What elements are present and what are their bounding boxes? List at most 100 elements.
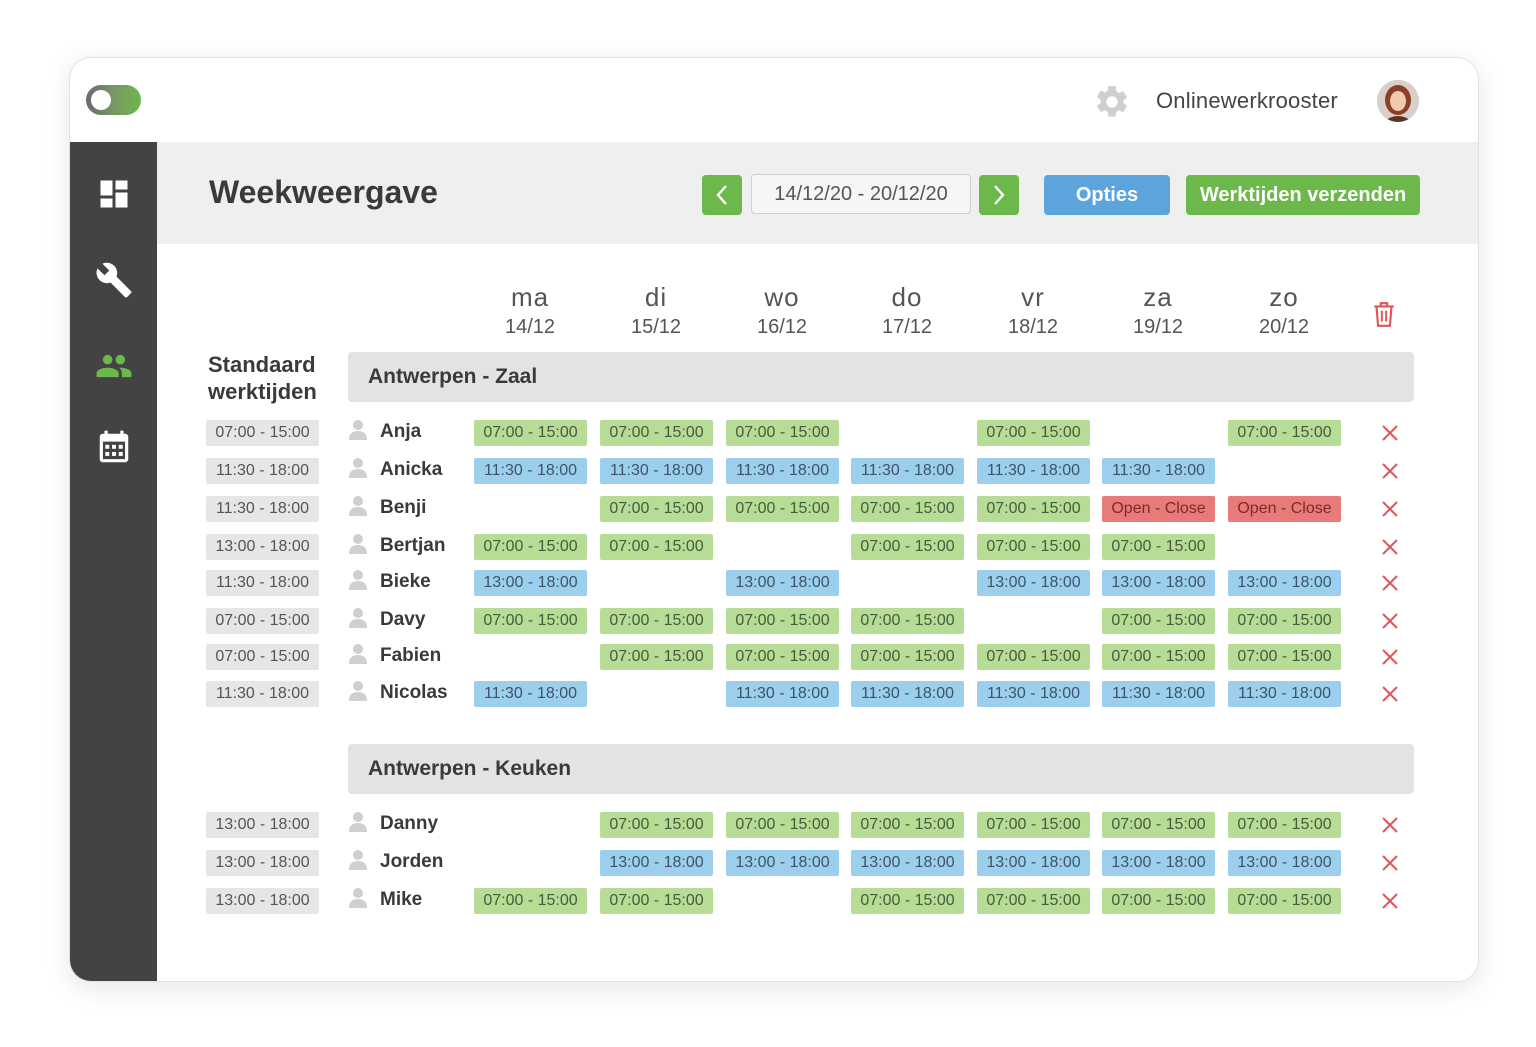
shift-cell-do[interactable]: 07:00 - 15:00	[851, 812, 964, 838]
shift-cell-wo[interactable]: 07:00 - 15:00	[726, 420, 839, 446]
sidebar-toggle[interactable]	[86, 85, 141, 115]
dashboard-nav-item[interactable]	[94, 174, 134, 214]
standard-hours-badge[interactable]: 07:00 - 15:00	[206, 644, 319, 670]
shift-cell-vr[interactable]: 07:00 - 15:00	[977, 420, 1090, 446]
next-week-button[interactable]	[979, 175, 1019, 215]
shift-cell-za[interactable]: 07:00 - 15:00	[1102, 608, 1215, 634]
shift-cell-di[interactable]: 07:00 - 15:00	[600, 888, 713, 914]
standard-hours-badge[interactable]: 11:30 - 18:00	[206, 681, 319, 707]
shift-cell-vr[interactable]: 13:00 - 18:00	[977, 850, 1090, 876]
shift-cell-vr[interactable]: 07:00 - 15:00	[977, 812, 1090, 838]
trash-icon[interactable]	[1371, 300, 1397, 328]
shift-cell-wo[interactable]: 07:00 - 15:00	[726, 644, 839, 670]
remove-row-icon[interactable]	[1381, 892, 1399, 910]
shift-cell-vr[interactable]: 11:30 - 18:00	[977, 458, 1090, 484]
shift-cell-zo[interactable]: 07:00 - 15:00	[1228, 608, 1341, 634]
standard-hours-badge[interactable]: 07:00 - 15:00	[206, 608, 319, 634]
remove-row-icon[interactable]	[1381, 854, 1399, 872]
remove-row-icon[interactable]	[1381, 574, 1399, 592]
employee-name[interactable]: Jorden	[380, 851, 444, 872]
shift-cell-zo[interactable]: 07:00 - 15:00	[1228, 812, 1341, 838]
shift-cell-za[interactable]: 13:00 - 18:00	[1102, 850, 1215, 876]
shift-cell-wo[interactable]: 11:30 - 18:00	[726, 681, 839, 707]
shift-cell-di[interactable]: 07:00 - 15:00	[600, 608, 713, 634]
shift-cell-wo[interactable]: 13:00 - 18:00	[726, 570, 839, 596]
remove-row-icon[interactable]	[1381, 500, 1399, 518]
shift-cell-do[interactable]: 11:30 - 18:00	[851, 681, 964, 707]
shift-cell-za[interactable]: Open - Close	[1102, 496, 1215, 522]
shift-cell-wo[interactable]: 13:00 - 18:00	[726, 850, 839, 876]
shift-cell-ma[interactable]: 07:00 - 15:00	[474, 608, 587, 634]
shift-cell-za[interactable]: 11:30 - 18:00	[1102, 458, 1215, 484]
calendar-nav-item[interactable]	[94, 428, 134, 468]
shift-cell-zo[interactable]: 07:00 - 15:00	[1228, 888, 1341, 914]
shift-cell-za[interactable]: 07:00 - 15:00	[1102, 888, 1215, 914]
shift-cell-wo[interactable]: 07:00 - 15:00	[726, 812, 839, 838]
shift-cell-ma[interactable]: 07:00 - 15:00	[474, 534, 587, 560]
shift-cell-di[interactable]: 07:00 - 15:00	[600, 496, 713, 522]
shift-cell-di[interactable]: 07:00 - 15:00	[600, 812, 713, 838]
gear-icon[interactable]	[1093, 83, 1131, 121]
shift-cell-di[interactable]: 07:00 - 15:00	[600, 420, 713, 446]
prev-week-button[interactable]	[702, 175, 742, 215]
shift-cell-di[interactable]: 07:00 - 15:00	[600, 644, 713, 670]
shift-cell-vr[interactable]: 07:00 - 15:00	[977, 888, 1090, 914]
standard-hours-badge[interactable]: 13:00 - 18:00	[206, 534, 319, 560]
shift-cell-za[interactable]: 11:30 - 18:00	[1102, 681, 1215, 707]
employee-name[interactable]: Mike	[380, 889, 423, 910]
employees-nav-item[interactable]	[94, 346, 134, 386]
employee-name[interactable]: Davy	[380, 609, 426, 630]
standard-hours-badge[interactable]: 13:00 - 18:00	[206, 850, 319, 876]
employee-name[interactable]: Anja	[380, 421, 422, 442]
remove-row-icon[interactable]	[1381, 538, 1399, 556]
user-avatar[interactable]	[1377, 80, 1419, 122]
shift-cell-ma[interactable]: 13:00 - 18:00	[474, 570, 587, 596]
shift-cell-za[interactable]: 07:00 - 15:00	[1102, 534, 1215, 560]
shift-cell-ma[interactable]: 07:00 - 15:00	[474, 420, 587, 446]
employee-name[interactable]: Benji	[380, 497, 427, 518]
standard-hours-badge[interactable]: 11:30 - 18:00	[206, 458, 319, 484]
shift-cell-zo[interactable]: 11:30 - 18:00	[1228, 681, 1341, 707]
standard-hours-badge[interactable]: 11:30 - 18:00	[206, 496, 319, 522]
shift-cell-zo[interactable]: 07:00 - 15:00	[1228, 644, 1341, 670]
shift-cell-vr[interactable]: 07:00 - 15:00	[977, 534, 1090, 560]
shift-cell-zo[interactable]: 07:00 - 15:00	[1228, 420, 1341, 446]
shift-cell-za[interactable]: 13:00 - 18:00	[1102, 570, 1215, 596]
options-button[interactable]: Opties	[1044, 175, 1170, 215]
employee-name[interactable]: Bertjan	[380, 535, 446, 556]
shift-cell-vr[interactable]: 07:00 - 15:00	[977, 644, 1090, 670]
shift-cell-di[interactable]: 11:30 - 18:00	[600, 458, 713, 484]
shift-cell-do[interactable]: 07:00 - 15:00	[851, 608, 964, 634]
shift-cell-do[interactable]: 07:00 - 15:00	[851, 496, 964, 522]
standard-hours-badge[interactable]: 13:00 - 18:00	[206, 888, 319, 914]
remove-row-icon[interactable]	[1381, 648, 1399, 666]
shift-cell-za[interactable]: 07:00 - 15:00	[1102, 812, 1215, 838]
tools-nav-item[interactable]	[94, 260, 134, 300]
remove-row-icon[interactable]	[1381, 685, 1399, 703]
date-range-field[interactable]: 14/12/20 - 20/12/20	[751, 174, 971, 214]
shift-cell-zo[interactable]: 13:00 - 18:00	[1228, 850, 1341, 876]
standard-hours-badge[interactable]: 11:30 - 18:00	[206, 570, 319, 596]
shift-cell-do[interactable]: 07:00 - 15:00	[851, 644, 964, 670]
send-schedules-button[interactable]: Werktijden verzenden	[1186, 175, 1420, 215]
shift-cell-di[interactable]: 13:00 - 18:00	[600, 850, 713, 876]
employee-name[interactable]: Fabien	[380, 645, 442, 666]
shift-cell-wo[interactable]: 07:00 - 15:00	[726, 608, 839, 634]
shift-cell-vr[interactable]: 11:30 - 18:00	[977, 681, 1090, 707]
shift-cell-wo[interactable]: 11:30 - 18:00	[726, 458, 839, 484]
shift-cell-vr[interactable]: 07:00 - 15:00	[977, 496, 1090, 522]
shift-cell-do[interactable]: 13:00 - 18:00	[851, 850, 964, 876]
employee-name[interactable]: Bieke	[380, 571, 431, 592]
standard-hours-badge[interactable]: 13:00 - 18:00	[206, 812, 319, 838]
shift-cell-do[interactable]: 07:00 - 15:00	[851, 534, 964, 560]
employee-name[interactable]: Danny	[380, 813, 439, 834]
remove-row-icon[interactable]	[1381, 816, 1399, 834]
standard-hours-badge[interactable]: 07:00 - 15:00	[206, 420, 319, 446]
employee-name[interactable]: Anicka	[380, 459, 443, 480]
shift-cell-vr[interactable]: 13:00 - 18:00	[977, 570, 1090, 596]
shift-cell-wo[interactable]: 07:00 - 15:00	[726, 496, 839, 522]
shift-cell-do[interactable]: 07:00 - 15:00	[851, 888, 964, 914]
remove-row-icon[interactable]	[1381, 424, 1399, 442]
remove-row-icon[interactable]	[1381, 612, 1399, 630]
remove-row-icon[interactable]	[1381, 462, 1399, 480]
